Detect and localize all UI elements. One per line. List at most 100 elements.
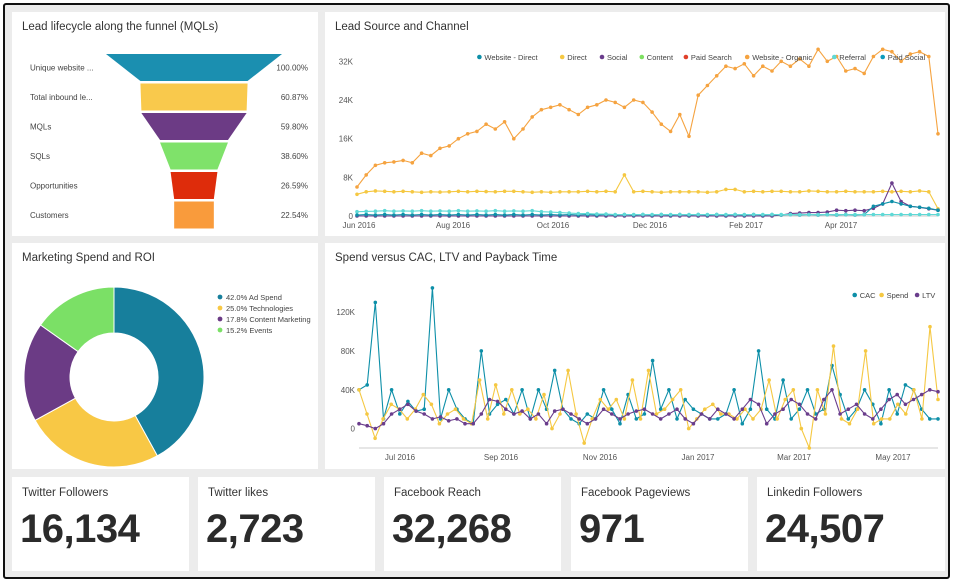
data-point	[834, 208, 839, 212]
metric-value: 32,268	[392, 507, 512, 551]
dashboard-frame: Lead lifecycle along the funnel (MQLs) U…	[3, 3, 950, 579]
data-point	[521, 209, 525, 213]
data-point	[711, 402, 715, 407]
data-point	[447, 144, 451, 148]
data-point	[670, 397, 675, 402]
data-point	[585, 105, 590, 110]
data-point	[406, 402, 410, 407]
data-point	[844, 189, 848, 194]
data-point	[742, 62, 747, 66]
data-point	[493, 212, 498, 217]
legend-swatch	[639, 54, 645, 60]
data-point	[606, 407, 611, 411]
data-point	[502, 120, 507, 124]
data-point	[691, 407, 696, 411]
data-point	[419, 212, 424, 217]
metric-value: 16,134	[20, 507, 140, 551]
data-point	[908, 204, 913, 209]
data-point	[622, 173, 627, 177]
funnel-chart: Unique website ... 100.00% Total inbound l…	[30, 54, 308, 229]
data-point	[477, 378, 482, 382]
data-point	[410, 190, 415, 194]
data-point	[558, 103, 562, 107]
data-point	[642, 412, 647, 416]
data-point	[807, 64, 811, 68]
data-point	[504, 397, 508, 402]
data-point	[895, 392, 899, 397]
data-point	[484, 213, 488, 217]
data-point	[716, 417, 720, 421]
data-point	[831, 344, 836, 348]
data-point	[493, 127, 498, 131]
data-point	[668, 190, 673, 194]
data-point	[871, 204, 876, 209]
y-tick-label: 80K	[341, 347, 356, 356]
data-point	[429, 402, 434, 407]
data-point	[761, 190, 765, 194]
data-point	[927, 212, 931, 217]
data-point	[566, 368, 570, 373]
legend-label: Direct	[567, 53, 588, 62]
data-point	[512, 136, 516, 141]
data-point	[610, 412, 614, 416]
funnel-label: Opportunities	[30, 182, 78, 191]
cac-ltv-panel: Spend versus CAC, LTV and Payback Time 1…	[325, 243, 945, 469]
data-point	[381, 417, 385, 421]
data-point	[618, 421, 622, 426]
series-line	[358, 388, 939, 430]
legend-label: Website - Organic	[752, 53, 812, 62]
data-point	[816, 47, 820, 52]
data-point	[520, 409, 524, 413]
data-point	[834, 212, 839, 217]
data-point	[748, 397, 753, 402]
funnel-segment	[170, 172, 218, 199]
data-point	[761, 212, 765, 217]
data-point	[398, 407, 402, 411]
data-point	[585, 211, 590, 216]
data-point	[437, 421, 442, 426]
data-point	[862, 388, 867, 392]
data-point	[550, 426, 554, 431]
data-point	[364, 209, 368, 214]
data-point	[928, 388, 932, 392]
data-point	[429, 190, 433, 194]
metric-title: Facebook Pageviews	[581, 487, 691, 499]
data-point	[438, 415, 443, 419]
data-point	[634, 409, 639, 413]
data-point	[520, 388, 524, 392]
data-point	[650, 212, 654, 217]
data-point	[582, 441, 586, 445]
data-point	[419, 208, 424, 213]
data-point	[585, 189, 590, 194]
data-point	[447, 190, 451, 194]
data-point	[735, 417, 739, 421]
data-point	[548, 190, 553, 195]
data-point	[355, 209, 359, 214]
data-point	[502, 213, 507, 217]
data-point	[453, 407, 458, 411]
legend-label: 15.2% Events	[226, 326, 273, 335]
x-tick-label: Aug 2016	[436, 221, 471, 230]
metric-value: 971	[579, 507, 645, 551]
funnel-value: 26.59%	[281, 182, 308, 191]
x-tick-label: Apr 2017	[825, 221, 858, 230]
series-line	[356, 173, 939, 210]
data-point	[410, 213, 415, 217]
data-point	[585, 412, 590, 416]
funnel-segment	[160, 142, 228, 170]
funnel-label: Unique website ...	[30, 64, 94, 73]
data-point	[846, 407, 851, 411]
data-point	[751, 417, 755, 421]
data-point	[493, 383, 498, 387]
data-point	[691, 421, 696, 426]
x-tick-label: Sep 2016	[484, 453, 519, 462]
data-point	[495, 399, 500, 404]
data-point	[789, 417, 793, 421]
funnel-label: SQLs	[30, 152, 50, 161]
data-point	[456, 212, 461, 217]
data-point	[447, 213, 451, 217]
data-point	[576, 211, 581, 216]
data-point	[365, 423, 369, 428]
data-point	[896, 402, 900, 407]
data-point	[920, 417, 924, 421]
